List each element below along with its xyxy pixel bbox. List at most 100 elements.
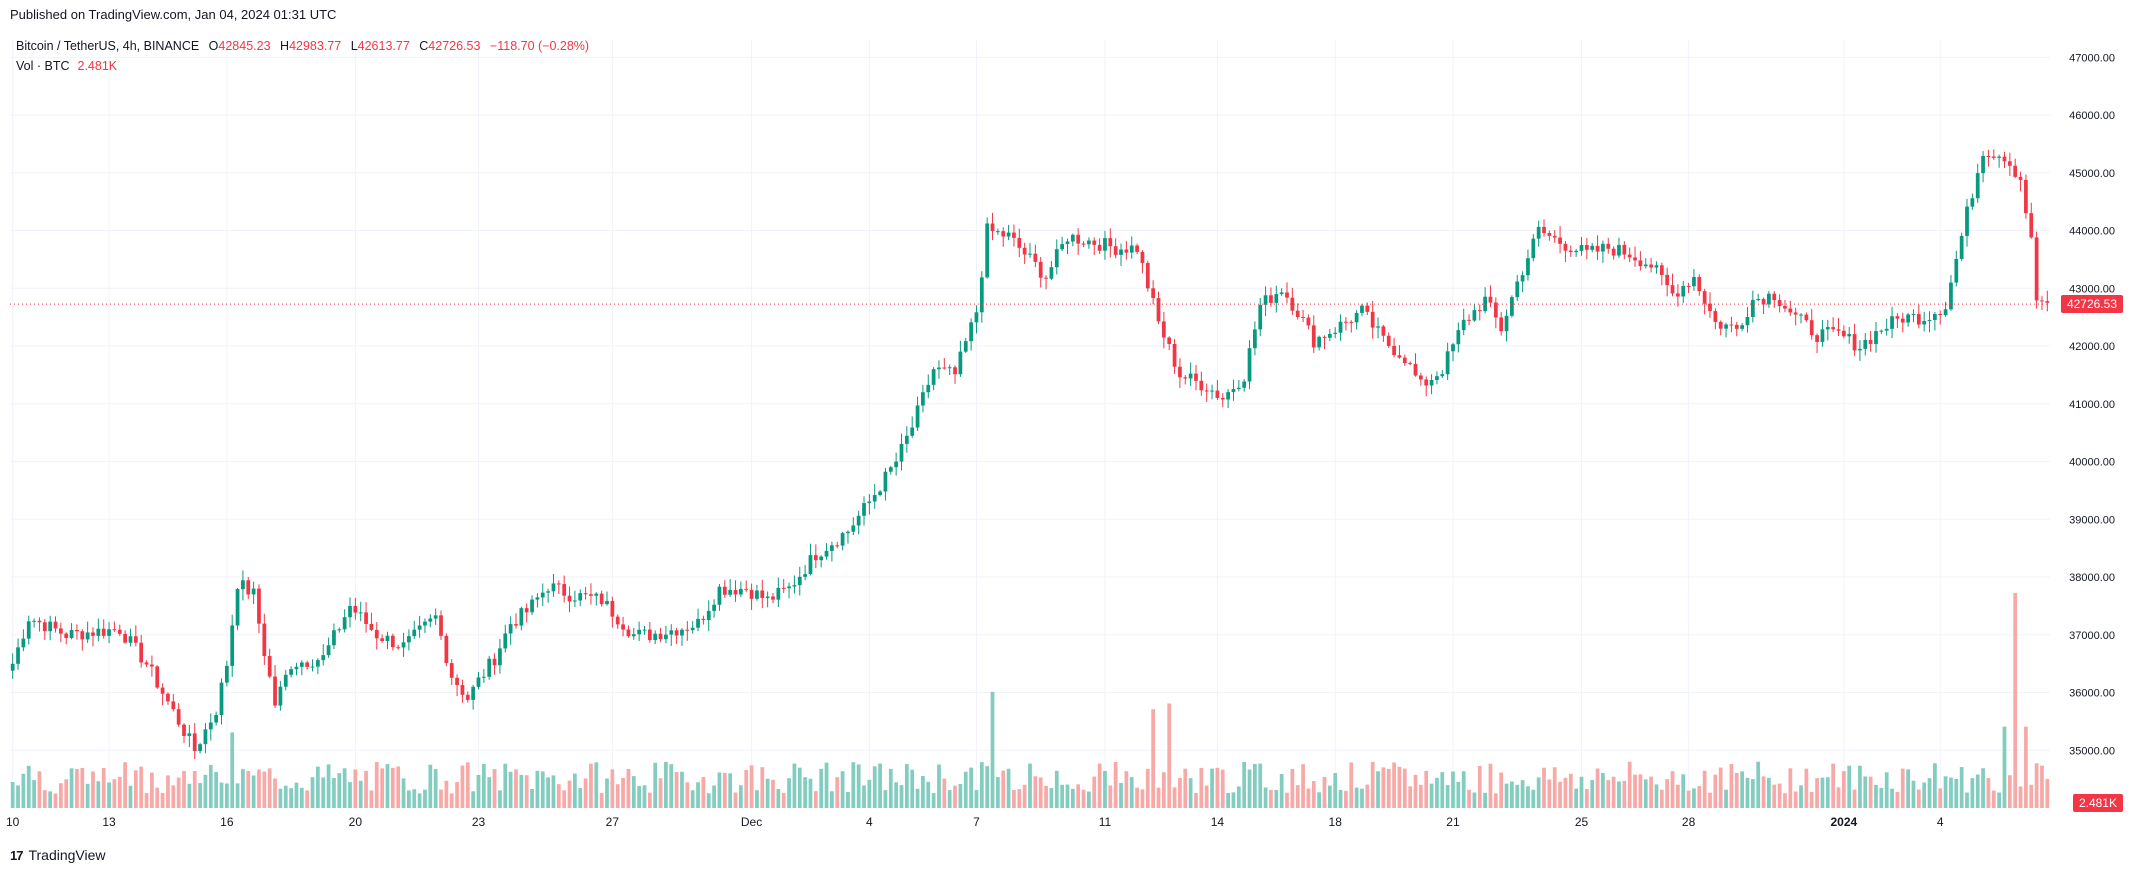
candle-body [1247, 348, 1252, 382]
candle-body [637, 629, 642, 635]
candle-body [1076, 234, 1081, 244]
candle-body [1804, 314, 1809, 321]
candle-body [1799, 314, 1803, 316]
volume-bar [781, 792, 786, 808]
candle-body [926, 384, 931, 393]
candle-body [107, 629, 111, 636]
candle-body [112, 629, 117, 631]
volume-bar [101, 768, 106, 808]
candle-body [321, 655, 326, 661]
candle-body [1943, 309, 1948, 316]
candle-body [2029, 213, 2034, 238]
candle-body [1397, 355, 1402, 358]
volume-bar [1991, 790, 1996, 808]
volume-bar [1841, 771, 1846, 808]
candle-body [1301, 316, 1305, 318]
volume-bar [637, 785, 642, 808]
volume-bar [1665, 779, 1670, 808]
candle-body [1981, 155, 1985, 174]
candle-body [583, 593, 588, 595]
candle-body [69, 629, 74, 639]
volume-bar [1258, 763, 1263, 808]
volume-bar [1290, 768, 1295, 808]
candle-body [1922, 320, 1927, 325]
candle-body [251, 588, 256, 595]
volume-bar [1606, 780, 1611, 808]
candle-body [1135, 245, 1139, 252]
volume-bar [888, 768, 893, 808]
volume-bar [1895, 791, 1900, 808]
price-chart[interactable]: 47000.00 46000.00 45000.00 44000.00 43000.00… [0, 0, 2137, 845]
time-axis[interactable]: 10 13 16 20 23 27 Dec 4 7 11 14 18 21 25 28 2024 4 [6, 815, 1944, 829]
candle-body [556, 583, 561, 585]
time-tick-label: 20 [349, 815, 363, 829]
volume-bar [1884, 772, 1889, 808]
candle-body [203, 729, 208, 745]
volume-bar [214, 771, 219, 808]
volume-bar [1708, 792, 1712, 808]
volume-bar [1938, 788, 1943, 808]
volume-bar [1761, 776, 1766, 808]
candle-body [733, 590, 738, 595]
candle-body [1477, 310, 1482, 312]
volume-bar [1022, 784, 1027, 808]
volume-bar [1418, 784, 1423, 808]
candle-body [1584, 245, 1589, 250]
candle-body [16, 647, 20, 664]
candle-body [21, 638, 26, 648]
candle-body [1761, 299, 1766, 305]
candle-body [1542, 226, 1546, 234]
candle-body [294, 666, 299, 670]
candle-body [257, 588, 261, 624]
candle-body [722, 586, 727, 595]
candle-body [299, 662, 304, 667]
candle-body [1006, 232, 1011, 237]
volume-bar [1676, 784, 1680, 808]
candle-body [1386, 335, 1391, 346]
candle-body [1654, 265, 1659, 268]
candle-body [278, 686, 283, 706]
volume-bar [1253, 763, 1257, 808]
volume-bar [64, 779, 69, 808]
volume-bar [241, 769, 245, 808]
volume-bar [1981, 768, 1985, 808]
candle-body [80, 631, 85, 640]
volume-bar [610, 769, 615, 808]
candle-body [316, 660, 320, 667]
candle-body [567, 595, 572, 602]
candle-body [1638, 260, 1643, 267]
candle-body [1858, 348, 1862, 351]
candle-body [449, 663, 454, 678]
candle-body [1911, 314, 1916, 316]
volume-bar [1456, 781, 1461, 808]
candle-body [465, 694, 470, 700]
volume-bar [963, 771, 968, 808]
candle-body [610, 600, 615, 617]
candle-body [701, 618, 706, 621]
candle-body [1236, 387, 1241, 390]
candle-body [605, 600, 609, 605]
volume-bar [1119, 782, 1123, 808]
volume-bar [1943, 776, 1948, 808]
volume-bar [10, 782, 15, 808]
price-tick-label: 35000.00 [2069, 745, 2115, 757]
volume-bar [1815, 778, 1819, 808]
candle-body [1285, 292, 1289, 298]
price-axis[interactable]: 47000.00 46000.00 45000.00 44000.00 43000.00… [2069, 52, 2115, 808]
candle-body [1718, 321, 1723, 329]
volume-bar [369, 790, 374, 808]
time-tick-label: 14 [1211, 815, 1225, 829]
volume-bar [867, 779, 872, 808]
volume-bar [1060, 784, 1064, 808]
candle-body [1376, 326, 1380, 328]
volume-bar [1852, 789, 1857, 808]
volume-bar [1033, 776, 1038, 808]
candle-body [1767, 293, 1771, 305]
candle-body [1686, 285, 1691, 287]
volume-bar [412, 789, 417, 808]
candle-body [1676, 293, 1680, 297]
candle-body [487, 658, 492, 677]
volume-bar [262, 771, 267, 808]
footer-brand[interactable]: 17 TradingView [10, 847, 106, 863]
candle-body [1986, 155, 1991, 157]
